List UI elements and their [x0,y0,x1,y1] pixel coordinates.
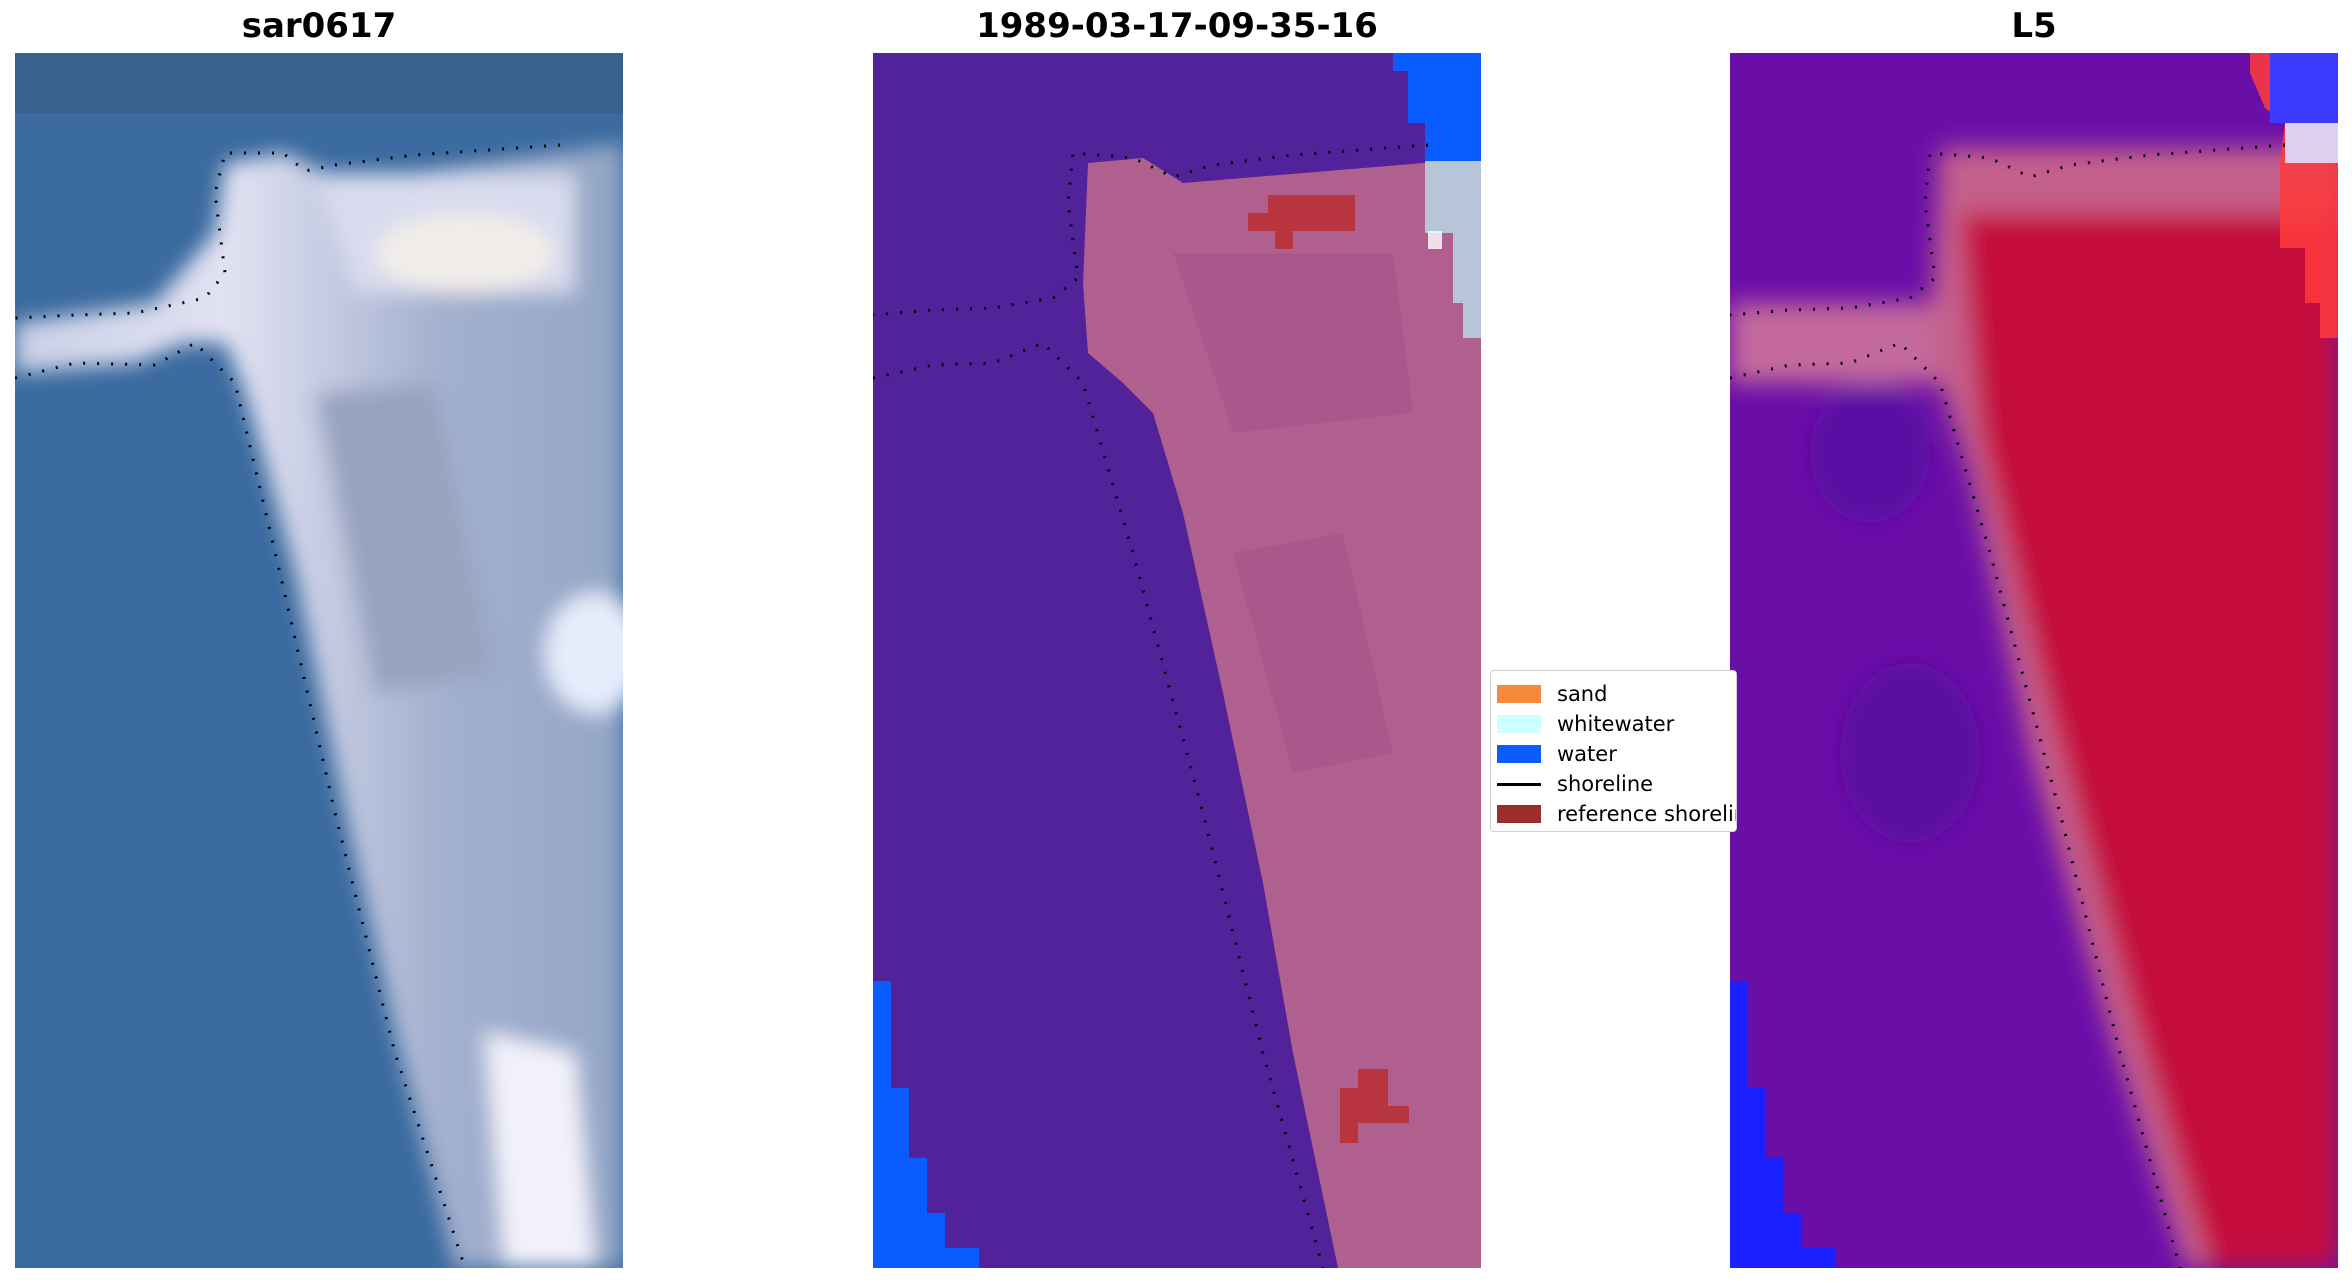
panel-title-classification: 1989-03-17-09-35-16 [976,6,1378,46]
legend-item-whitewater: whitewater [1491,711,1674,737]
legend-item-shoreline: shoreline [1491,771,1653,797]
legend-label: water [1557,742,1617,766]
legend-label: shoreline [1557,772,1654,796]
water-swatch [1497,745,1541,763]
sand-swatch [1497,685,1541,703]
whitewater-swatch [1497,715,1541,733]
panel-title-index: L5 [2011,6,2057,46]
legend-item-sand: sand [1491,681,1607,707]
sand-spit [15,143,623,1268]
class-water-corner-bottom [873,981,979,1268]
rgb-image-panel [15,53,623,1268]
index-panel [1730,53,2338,1268]
class-water-corner-top [1393,53,1481,161]
legend-item-water: water [1491,741,1617,767]
legend-label: sand [1557,682,1608,706]
class-whitewater-strip [1425,161,1481,338]
legend: sand whitewater water shoreline referenc… [1490,670,1737,832]
legend-item-reference-shoreline: reference shoreline [1491,801,1736,827]
reference-shoreline-bottom [1340,1069,1409,1143]
classification-panel [873,53,1481,1268]
legend-label: reference shoreline [1557,802,1736,826]
reference-shoreline-top [1248,195,1355,249]
index-blue-corner-bottom [1730,981,1836,1268]
reference-shoreline-swatch [1497,805,1541,823]
legend-label: whitewater [1557,712,1675,736]
shoreline-line-swatch [1497,782,1541,786]
panel-title-rgb: sar0617 [241,6,397,46]
